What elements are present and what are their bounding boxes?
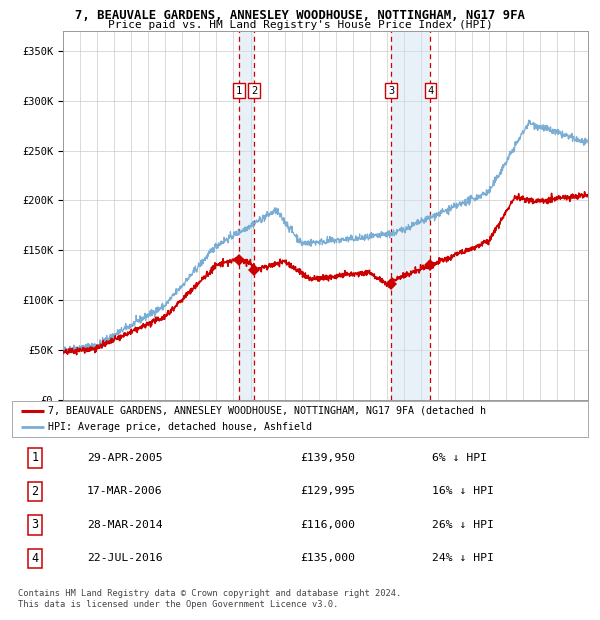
Text: £129,995: £129,995 — [300, 486, 355, 497]
Text: 3: 3 — [388, 86, 394, 96]
Text: Price paid vs. HM Land Registry's House Price Index (HPI): Price paid vs. HM Land Registry's House … — [107, 20, 493, 30]
Text: 4: 4 — [31, 552, 38, 565]
Text: 22-JUL-2016: 22-JUL-2016 — [87, 553, 163, 564]
Text: 17-MAR-2006: 17-MAR-2006 — [87, 486, 163, 497]
Text: 1: 1 — [31, 451, 38, 464]
Bar — [239, 31, 254, 400]
Text: 16% ↓ HPI: 16% ↓ HPI — [433, 486, 494, 497]
Text: 7, BEAUVALE GARDENS, ANNESLEY WOODHOUSE, NOTTINGHAM, NG17 9FA (detached h: 7, BEAUVALE GARDENS, ANNESLEY WOODHOUSE,… — [48, 406, 486, 416]
Text: 6% ↓ HPI: 6% ↓ HPI — [433, 453, 487, 463]
Text: £116,000: £116,000 — [300, 520, 355, 530]
Text: £139,950: £139,950 — [300, 453, 355, 463]
Text: 2: 2 — [31, 485, 38, 498]
Text: HPI: Average price, detached house, Ashfield: HPI: Average price, detached house, Ashf… — [48, 422, 312, 432]
Text: 3: 3 — [31, 518, 38, 531]
Text: 26% ↓ HPI: 26% ↓ HPI — [433, 520, 494, 530]
Text: 24% ↓ HPI: 24% ↓ HPI — [433, 553, 494, 564]
Text: 1: 1 — [236, 86, 242, 96]
Text: 4: 4 — [427, 86, 433, 96]
Bar — [391, 31, 430, 400]
Text: 7, BEAUVALE GARDENS, ANNESLEY WOODHOUSE, NOTTINGHAM, NG17 9FA: 7, BEAUVALE GARDENS, ANNESLEY WOODHOUSE,… — [75, 9, 525, 22]
Text: 28-MAR-2014: 28-MAR-2014 — [87, 520, 163, 530]
Text: 29-APR-2005: 29-APR-2005 — [87, 453, 163, 463]
Text: Contains HM Land Registry data © Crown copyright and database right 2024.
This d: Contains HM Land Registry data © Crown c… — [18, 590, 401, 609]
Text: 2: 2 — [251, 86, 257, 96]
Text: £135,000: £135,000 — [300, 553, 355, 564]
